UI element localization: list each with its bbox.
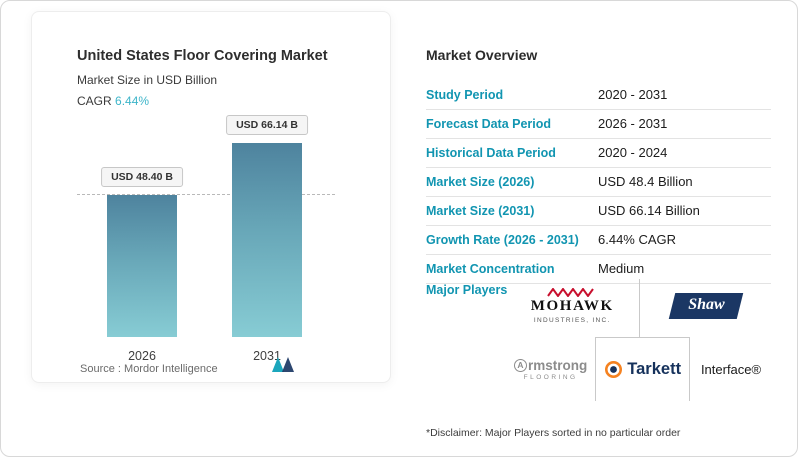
player-cell-mohawk: MOHAWK INDUSTRIES, INC.	[506, 279, 640, 337]
cagr-label: CAGR	[77, 94, 112, 108]
row-label: Study Period	[426, 87, 504, 102]
source-name: Mordor Intelligence	[124, 363, 218, 375]
row-value: USD 66.14 Billion	[598, 203, 700, 218]
row-label: Growth Rate (2026 - 2031)	[426, 232, 579, 247]
bar-2031	[232, 143, 302, 337]
bar-value-label: USD 48.40 B	[101, 167, 183, 187]
tarkett-circle-icon	[605, 361, 623, 378]
row-value: 6.44% CAGR	[598, 232, 677, 247]
table-row: Forecast Data Period 2026 - 2031	[426, 110, 771, 139]
disclaimer-text: *Disclaimer: Major Players sorted in no …	[426, 427, 681, 439]
row-value: 2020 - 2024	[598, 145, 668, 160]
row-value: 2026 - 2031	[598, 116, 668, 131]
overview-table: Study Period 2020 - 2031 Forecast Data P…	[426, 81, 771, 284]
row-value: 2020 - 2031	[598, 87, 668, 102]
row-value: Medium	[598, 261, 645, 276]
chart-card: United States Floor Covering Market Mark…	[31, 11, 391, 383]
table-row: Study Period 2020 - 2031	[426, 81, 771, 110]
cagr-line: CAGR 6.44%	[77, 94, 328, 108]
market-overview-panel: Market Overview Study Period 2020 - 2031…	[426, 47, 771, 439]
tarkett-logo: Tarkett	[604, 360, 681, 379]
row-label: Market Size (2031)	[426, 203, 535, 218]
bar-value-label: USD 66.14 B	[226, 115, 308, 135]
row-value: USD 48.4 Billion	[598, 174, 693, 189]
player-cell-shaw: Shaw	[640, 279, 773, 337]
mohawk-zigzag-icon	[547, 288, 595, 297]
cagr-value: 6.44%	[115, 94, 150, 108]
chart-subtitle: Market Size in USD Billion	[77, 73, 218, 87]
mordor-intelligence-logo	[272, 355, 296, 377]
row-label: Market Concentration	[426, 261, 555, 276]
source-attribution: Source : Mordor Intelligence	[80, 363, 218, 375]
axis-label-2026: 2026	[128, 349, 156, 363]
player-cell-tarkett: Tarkett	[595, 337, 691, 401]
player-cell-interface: Interface®	[690, 337, 772, 401]
armstrong-circle-a-icon: A	[514, 358, 527, 372]
interface-logo: Interface®	[700, 361, 762, 377]
mohawk-logo: MOHAWK INDUSTRIES, INC.	[531, 288, 614, 324]
chart-title: United States Floor Covering Market	[77, 48, 328, 64]
bar-chart: USD 48.40 B 2026 USD 66.14 B 2031	[77, 105, 335, 363]
table-row: Historical Data Period 2020 - 2024	[426, 139, 771, 168]
row-label: Market Size (2026)	[426, 174, 535, 189]
table-row: Market Size (2031) USD 66.14 Billion	[426, 197, 771, 226]
row-label: Historical Data Period	[426, 145, 556, 160]
source-label: Source :	[80, 363, 121, 375]
bar-2026	[107, 195, 177, 337]
chart-header: United States Floor Covering Market Mark…	[77, 48, 328, 108]
table-row: Market Concentration Medium	[426, 255, 771, 284]
table-row: Market Size (2026) USD 48.4 Billion	[426, 168, 771, 197]
axis-label-2031: 2031	[253, 349, 281, 363]
row-label: Forecast Data Period	[426, 116, 552, 131]
major-players-label: Major Players	[426, 283, 508, 297]
table-row: Growth Rate (2026 - 2031) 6.44% CAGR	[426, 226, 771, 255]
shaw-logo: Shaw	[668, 293, 744, 319]
reference-line	[77, 194, 335, 195]
overview-title: Market Overview	[426, 47, 538, 63]
